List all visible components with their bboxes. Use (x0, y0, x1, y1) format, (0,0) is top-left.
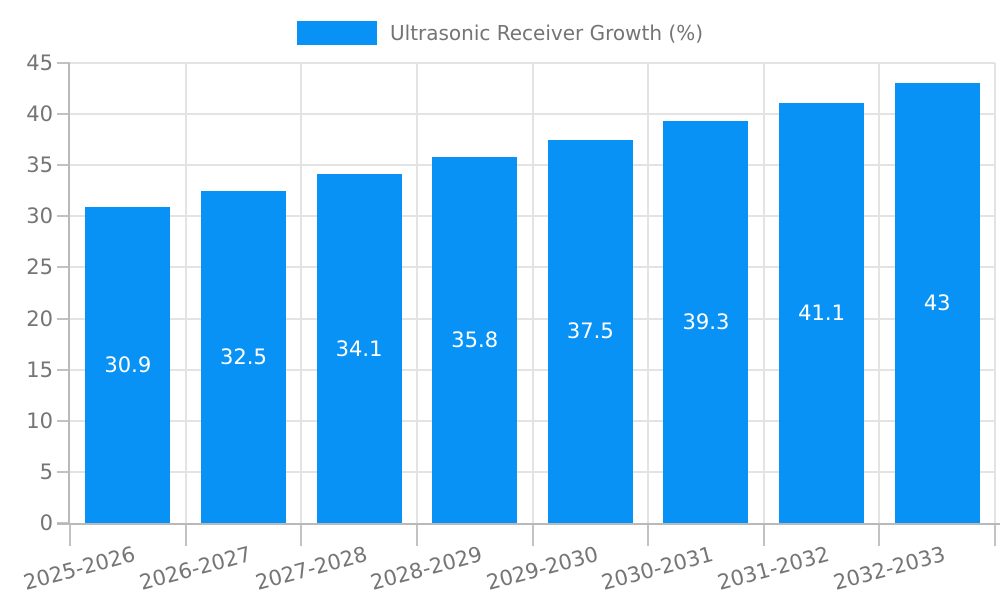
y-axis-tick-label: 30 (26, 204, 53, 229)
gridline-vertical (762, 63, 765, 523)
x-axis-label: 2032-2033 (830, 542, 948, 595)
y-axis-tick (57, 368, 70, 371)
bar-2028-2029[interactable] (432, 157, 518, 523)
y-axis-tick-label: 0 (39, 511, 53, 535)
bar-value-label: 30.9 (104, 353, 152, 378)
y-axis-tick-label: 10 (26, 408, 53, 433)
legend-swatch (297, 21, 377, 45)
x-axis-tick (878, 524, 881, 546)
gridline-vertical (184, 63, 187, 523)
y-axis-tick-label: 5 (39, 459, 53, 484)
x-axis-label: 2027-2028 (252, 542, 370, 595)
gridline-vertical (878, 63, 881, 523)
y-axis-line (68, 63, 70, 525)
x-axis-tick (300, 524, 303, 546)
gridline-vertical (531, 63, 534, 523)
bar-2031-2032[interactable] (779, 102, 865, 523)
bar-value-label: 41.1 (798, 300, 845, 325)
x-axis-tick (184, 524, 187, 546)
y-axis-tick (57, 113, 70, 116)
y-axis-tick (57, 164, 70, 167)
x-axis-label: 2031-2032 (714, 542, 832, 595)
bar-2027-2028[interactable] (316, 174, 402, 523)
x-axis-tick (69, 524, 71, 546)
bar-value-label: 35.8 (451, 328, 499, 353)
gridline-vertical (994, 63, 996, 523)
x-axis-tick (531, 524, 534, 546)
x-axis-label: 2028-2029 (368, 542, 485, 595)
bar-2032-2033[interactable] (894, 83, 980, 523)
bar-value-label: 34.1 (335, 336, 383, 361)
y-axis-tick-label: 25 (26, 255, 53, 280)
x-axis-label: 2030-2031 (599, 542, 717, 595)
x-axis-tick (994, 524, 996, 546)
y-axis-tick-label: 45 (26, 51, 53, 75)
y-axis-tick (57, 266, 70, 269)
y-axis-tick-label: 40 (26, 102, 53, 127)
x-axis-label: 2029-2030 (483, 542, 601, 595)
x-axis-label: 2026-2027 (136, 542, 254, 595)
y-axis-tick (57, 470, 70, 473)
gridline-vertical (647, 63, 650, 523)
gridline-vertical (415, 63, 418, 523)
x-axis-label: 2025-2026 (21, 542, 139, 595)
bar-2030-2031[interactable] (663, 121, 749, 523)
bar-2029-2030[interactable] (547, 139, 633, 523)
bar-2026-2027[interactable] (200, 190, 286, 523)
y-axis-tick (57, 317, 70, 320)
x-axis-tick (762, 524, 765, 546)
gridline-vertical (300, 63, 303, 523)
legend-label: Ultrasonic Receiver Growth (%) (390, 21, 703, 45)
x-axis-tick (415, 524, 418, 546)
y-axis-tick (57, 62, 70, 64)
y-axis-tick (57, 215, 70, 218)
bar-value-label: 32.5 (220, 344, 267, 369)
y-axis-tick (57, 419, 70, 422)
y-axis-tick-label: 35 (26, 153, 53, 178)
bar-value-label: 43 (923, 291, 951, 316)
x-axis-line (57, 523, 1000, 525)
bar-value-label: 37.5 (566, 319, 614, 344)
bar-value-label: 39.3 (682, 310, 730, 335)
y-axis-tick-label: 20 (26, 306, 53, 331)
bar-2025-2026[interactable] (85, 207, 171, 523)
x-axis-tick (647, 524, 650, 546)
legend[interactable]: Ultrasonic Receiver Growth (%) (0, 18, 1000, 48)
y-axis-tick-label: 15 (26, 357, 53, 382)
